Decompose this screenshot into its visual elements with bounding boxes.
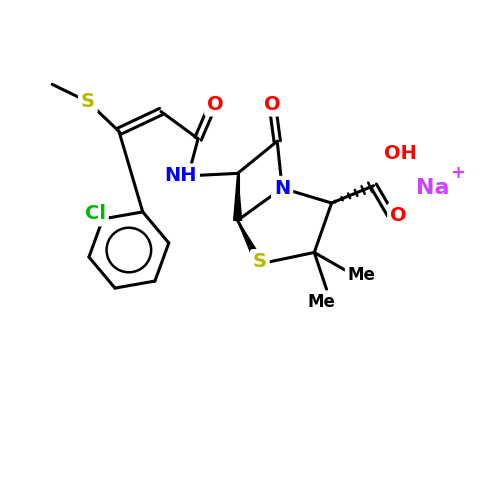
Text: O: O xyxy=(207,94,224,114)
Text: O: O xyxy=(264,94,280,114)
Text: Me: Me xyxy=(348,266,375,283)
Text: Na: Na xyxy=(416,178,450,198)
Text: Cl: Cl xyxy=(85,204,106,224)
Text: NH: NH xyxy=(164,166,197,186)
Text: +: + xyxy=(450,164,465,182)
Polygon shape xyxy=(238,220,264,266)
Text: S: S xyxy=(253,252,267,271)
Text: N: N xyxy=(274,178,290,198)
Text: S: S xyxy=(81,92,95,111)
Text: OH: OH xyxy=(384,144,417,163)
Polygon shape xyxy=(234,174,241,220)
Text: Me: Me xyxy=(308,293,336,311)
Text: O: O xyxy=(390,206,406,225)
